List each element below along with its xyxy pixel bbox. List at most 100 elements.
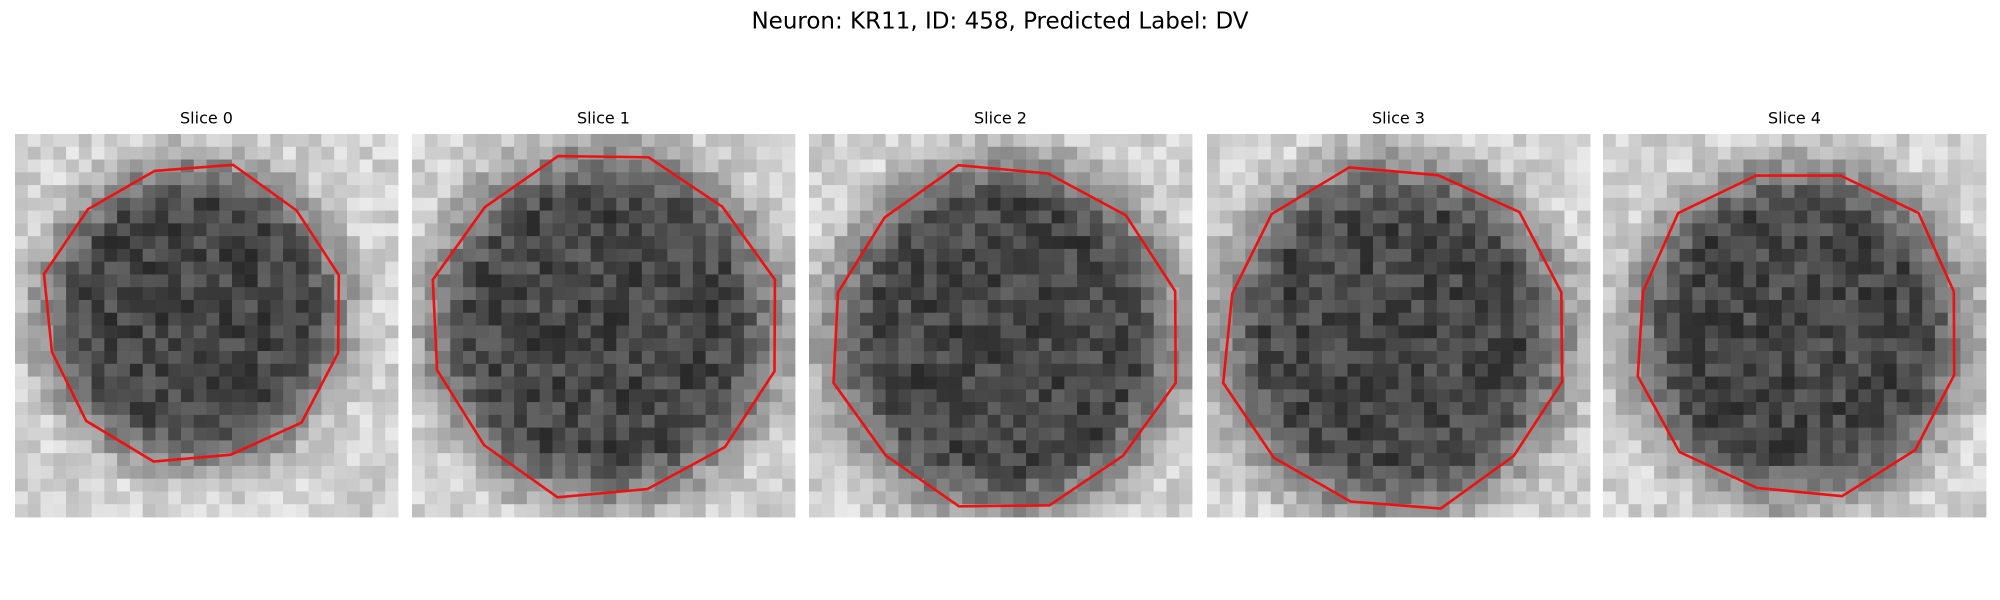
- pixel: [1270, 491, 1284, 505]
- pixel: [283, 338, 297, 352]
- pixel: [1462, 363, 1476, 377]
- pixel: [936, 338, 950, 352]
- pixel: [1820, 146, 1834, 160]
- pixel: [1934, 414, 1949, 429]
- pixel: [1385, 274, 1399, 288]
- pixel: [949, 427, 963, 441]
- pixel: [1922, 325, 1936, 339]
- pixel: [769, 134, 783, 148]
- pixel: [1153, 172, 1167, 186]
- pixel: [142, 236, 156, 250]
- pixel: [385, 134, 399, 148]
- pixel: [15, 465, 29, 480]
- pixel: [1717, 414, 1732, 429]
- pixel: [705, 172, 719, 186]
- pixel: [756, 134, 770, 148]
- pixel: [283, 210, 297, 224]
- pixel: [1832, 376, 1846, 390]
- pixel: [1219, 134, 1233, 148]
- pixel: [949, 261, 963, 275]
- pixel: [718, 274, 732, 288]
- pixel: [821, 440, 835, 454]
- pixel: [1166, 299, 1180, 314]
- pixel: [66, 299, 80, 314]
- pixel: [1615, 351, 1629, 365]
- pixel: [731, 351, 745, 365]
- pixel: [1334, 338, 1348, 352]
- pixel: [1679, 363, 1693, 377]
- pixel: [577, 325, 592, 339]
- pixel: [424, 427, 438, 441]
- pixel: [1038, 338, 1052, 352]
- pixel: [1909, 351, 1923, 365]
- pixel: [1679, 185, 1693, 199]
- pixel: [756, 363, 770, 377]
- pixel: [1411, 287, 1425, 301]
- pixel: [463, 363, 477, 377]
- pixel: [1615, 299, 1629, 314]
- pixel: [1603, 248, 1617, 263]
- pixel: [590, 402, 604, 416]
- pixel: [104, 363, 118, 377]
- pixel: [641, 312, 655, 326]
- pixel: [1603, 376, 1617, 390]
- pixel: [27, 185, 41, 199]
- pixel: [27, 478, 41, 492]
- pixel: [616, 440, 630, 454]
- pixel: [346, 427, 361, 441]
- pixel: [641, 453, 655, 467]
- pixel: [1179, 351, 1193, 365]
- pixel: [1436, 159, 1450, 173]
- pixel: [885, 159, 899, 173]
- pixel: [1960, 274, 1974, 288]
- pixel: [475, 248, 489, 263]
- pixel: [1283, 261, 1297, 275]
- pixel: [475, 363, 489, 377]
- pixel: [424, 478, 438, 492]
- pixel: [1526, 197, 1540, 211]
- pixel: [680, 210, 694, 224]
- pixel: [667, 427, 681, 441]
- pixel: [1832, 210, 1846, 224]
- pixel: [1641, 351, 1655, 365]
- pixel: [603, 491, 617, 505]
- pixel: [78, 172, 92, 186]
- pixel: [1321, 338, 1336, 352]
- pixel: [1283, 453, 1297, 467]
- pixel: [1102, 172, 1116, 186]
- pixel: [1232, 299, 1246, 314]
- pixel: [1245, 491, 1259, 505]
- pixel: [1705, 414, 1719, 429]
- pixel: [1270, 223, 1284, 237]
- pixel: [168, 261, 182, 275]
- pixel: [308, 146, 322, 160]
- pixel: [1756, 376, 1770, 390]
- pixel: [936, 389, 950, 403]
- pixel: [142, 427, 156, 441]
- pixel: [1436, 363, 1450, 377]
- pixel: [565, 351, 579, 365]
- pixel: [450, 287, 464, 301]
- pixel: [206, 389, 220, 403]
- pixel: [346, 210, 361, 224]
- pixel: [1487, 363, 1502, 377]
- pixel: [53, 159, 67, 173]
- pixel: [475, 146, 489, 160]
- pixel: [450, 261, 464, 275]
- pixel: [385, 465, 399, 480]
- pixel: [1730, 465, 1744, 480]
- pixel: [1140, 223, 1155, 237]
- pixel: [1781, 376, 1795, 390]
- pixel: [1603, 389, 1617, 403]
- pixel: [359, 414, 373, 429]
- pixel: [923, 491, 938, 505]
- pixel: [1360, 210, 1374, 224]
- pixel: [577, 287, 592, 301]
- pixel: [1449, 325, 1463, 339]
- pixel: [526, 210, 541, 224]
- pixel: [1436, 261, 1450, 275]
- pixel: [616, 491, 630, 505]
- pixel: [1641, 338, 1655, 352]
- pixel: [1232, 287, 1246, 301]
- pixel: [718, 465, 732, 480]
